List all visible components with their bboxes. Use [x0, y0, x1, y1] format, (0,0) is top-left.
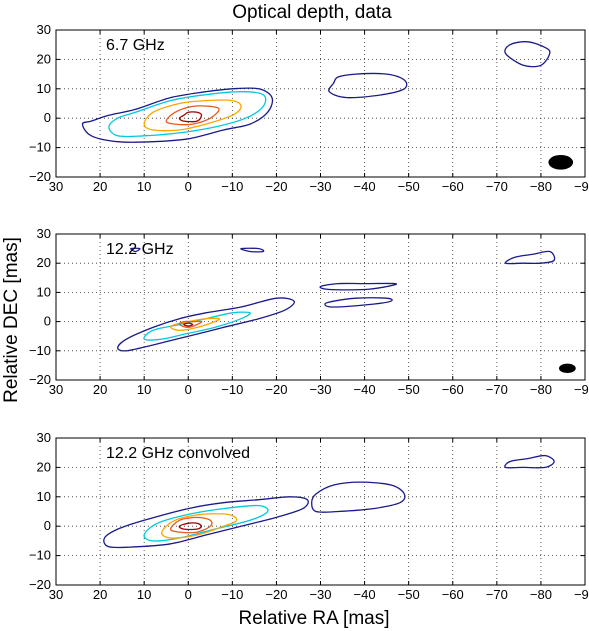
- x-tick-label: 0: [185, 179, 192, 194]
- y-tick-label: 20: [37, 51, 51, 66]
- x-tick-label: −60: [442, 179, 464, 194]
- panel-label: 6.7 GHz: [106, 37, 165, 54]
- contour-level-1: [504, 454, 555, 469]
- x-tick-label: 20: [93, 587, 107, 602]
- x-tick-label: −90: [574, 587, 589, 602]
- y-tick-label: 30: [37, 226, 51, 241]
- x-tick-label: −70: [486, 382, 508, 397]
- y-tick-label: −10: [29, 140, 51, 155]
- x-tick-label: −60: [442, 587, 464, 602]
- y-tick-label: −20: [29, 372, 51, 387]
- y-tick-label: 0: [44, 110, 51, 125]
- y-tick-label: −10: [29, 343, 51, 358]
- y-tick-label: −20: [29, 169, 51, 184]
- beam-ellipse: [548, 154, 574, 170]
- x-tick-label: −80: [530, 587, 552, 602]
- contour-level-4: [178, 320, 203, 329]
- contour-level-1: [311, 481, 406, 513]
- y-tick-label: 0: [44, 314, 51, 329]
- x-tick-label: −40: [354, 179, 376, 194]
- x-tick-label: −20: [265, 382, 287, 397]
- x-tick-label: −80: [530, 382, 552, 397]
- contour-level-4: [165, 105, 220, 126]
- x-tick-label: 30: [49, 382, 63, 397]
- contour-level-5: [183, 322, 194, 327]
- x-tick-label: −10: [221, 179, 243, 194]
- x-tick-label: 30: [49, 587, 63, 602]
- y-tick-label: 30: [37, 22, 51, 37]
- y-tick-label: 10: [37, 284, 51, 299]
- contour-level-1: [130, 247, 141, 253]
- contour-level-1: [328, 72, 408, 99]
- y-tick-label: 10: [37, 81, 51, 96]
- x-tick-label: −50: [398, 587, 420, 602]
- y-tick-label: −20: [29, 577, 51, 592]
- contour-level-1: [324, 297, 393, 308]
- x-tick-label: −50: [398, 382, 420, 397]
- x-tick-label: −80: [530, 179, 552, 194]
- x-tick-label: 10: [137, 587, 151, 602]
- contour-level-3: [143, 99, 242, 132]
- y-tick-label: 10: [37, 489, 51, 504]
- figure-title: Optical depth, data: [232, 2, 392, 23]
- y-tick-label: 0: [44, 518, 51, 533]
- contour-level-2: [143, 504, 269, 542]
- x-tick-label: −30: [309, 587, 331, 602]
- x-tick-label: −10: [221, 382, 243, 397]
- x-tick-label: −40: [354, 382, 376, 397]
- contour-level-3: [161, 513, 238, 539]
- panel-label: 12.2 GHz convolved: [106, 445, 250, 462]
- beam-ellipse: [558, 363, 576, 373]
- y-tick-label: 20: [37, 255, 51, 270]
- contour-level-1: [319, 282, 397, 291]
- x-tick-label: 10: [137, 382, 151, 397]
- y-tick-label: −10: [29, 548, 51, 563]
- x-tick-label: −20: [265, 179, 287, 194]
- x-tick-label: −40: [354, 587, 376, 602]
- x-tick-label: 20: [93, 382, 107, 397]
- x-tick-label: −30: [309, 382, 331, 397]
- x-tick-label: 0: [185, 587, 192, 602]
- x-tick-label: 30: [49, 179, 63, 194]
- x-tick-label: −70: [486, 587, 508, 602]
- x-tick-label: 10: [137, 179, 151, 194]
- contour-level-1: [504, 250, 556, 265]
- contour-level-1: [103, 496, 309, 549]
- y-tick-label: 20: [37, 459, 51, 474]
- x-tick-label: 0: [185, 382, 192, 397]
- contour-level-4: [169, 516, 213, 534]
- contour-level-5: [178, 111, 203, 123]
- contour-level-2: [108, 91, 267, 138]
- panel-12-2ghz-convolved: 30 20 10 0 −10 −20 −30 −40 −50 −60 −70 −80 −90 −20 −10…: [29, 430, 589, 602]
- contour-level-1: [240, 247, 265, 253]
- contour-level-1: [117, 297, 295, 352]
- x-tick-label: −10: [221, 587, 243, 602]
- panel-12-2ghz: 30 20 10 0 −10 −20 −30 −40 −50 −60 −70 −80 −90 −20 −10…: [29, 226, 589, 397]
- x-tick-label: −90: [574, 382, 589, 397]
- y-axis-title: Relative DEC [mas]: [1, 237, 22, 403]
- x-tick-label: −70: [486, 179, 508, 194]
- contour-level-2: [143, 311, 251, 341]
- panel-label: 12.2 GHz: [106, 241, 174, 258]
- x-tick-label: −90: [574, 179, 589, 194]
- x-tick-label: −50: [398, 179, 420, 194]
- contour-level-1: [81, 87, 274, 143]
- contour-level-1: [504, 41, 551, 68]
- y-tick-label: 30: [37, 430, 51, 445]
- contour-level-3: [169, 317, 221, 332]
- contour-level-5: [178, 522, 203, 531]
- x-axis-title: Relative RA [mas]: [239, 608, 390, 629]
- x-tick-label: 20: [93, 179, 107, 194]
- x-tick-label: −30: [309, 179, 331, 194]
- panel-6-7ghz: 30 20 10 0 −10 −20 −30 −40 −50 −60 −70 −80 −90 −20 −10…: [29, 22, 589, 194]
- x-tick-label: −60: [442, 382, 464, 397]
- x-tick-label: −20: [265, 587, 287, 602]
